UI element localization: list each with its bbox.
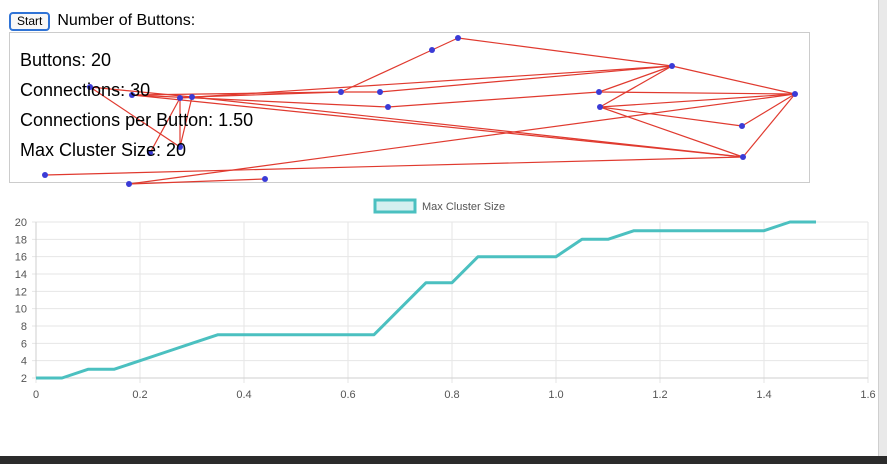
button-node[interactable]: [429, 47, 435, 53]
connection-edge: [599, 93, 796, 108]
connection-edge: [89, 86, 181, 148]
chart-legend[interactable]: Max Cluster Size: [373, 198, 505, 214]
button-node[interactable]: [129, 92, 135, 98]
x-tick-label: 1.2: [652, 389, 667, 401]
network-graph: [42, 35, 798, 187]
x-tick-label: 0.4: [236, 389, 251, 401]
button-node[interactable]: [385, 104, 391, 110]
network-edges: [44, 37, 796, 185]
connection-edge: [599, 106, 743, 127]
x-tick-label: 1.4: [756, 389, 771, 401]
x-tick-label: 0: [33, 389, 39, 401]
stat-connections: Connections: 30: [20, 80, 151, 100]
connection-edge: [128, 93, 796, 185]
connection-edge: [599, 106, 744, 158]
window-edge: [878, 0, 887, 464]
connection-edge: [44, 156, 744, 176]
connection-edge: [741, 93, 796, 127]
x-tick-label: 0.2: [132, 389, 147, 401]
x-tick-label: 1.0: [548, 389, 563, 401]
button-node[interactable]: [262, 176, 268, 182]
max-cluster-chart: 2 4 6 8 10 12 14 16 18 20 0 0.2 0.4 0.6 0.8 1.0 1.2 1.4 1.…: [15, 198, 876, 401]
x-tick-label: 1.6: [860, 389, 875, 401]
button-node[interactable]: [87, 84, 93, 90]
connection-edge: [128, 178, 266, 185]
connection-edge: [457, 37, 673, 67]
connection-edge: [671, 65, 796, 95]
button-node[interactable]: [338, 89, 344, 95]
button-node[interactable]: [597, 104, 603, 110]
stats-panel: Buttons: 20 Connections: 30 Connections …: [20, 45, 253, 165]
simulation-panel: Buttons: 20 Connections: 30 Connections …: [9, 32, 810, 187]
chart-grid: [32, 221, 869, 383]
button-node[interactable]: [739, 123, 745, 129]
button-node[interactable]: [596, 89, 602, 95]
connection-edge: [431, 37, 459, 51]
connection-edge: [742, 93, 796, 158]
controls-bar: Start Number of Buttons:: [9, 11, 195, 31]
button-node[interactable]: [740, 154, 746, 160]
button-node[interactable]: [42, 172, 48, 178]
y-tick-label: 6: [21, 338, 27, 350]
y-tick-label: 10: [15, 304, 27, 316]
series-line-max-cluster-size: [36, 220, 816, 380]
button-node[interactable]: [377, 89, 383, 95]
stat-buttons: Buttons: 20: [20, 50, 112, 70]
y-tick-label: 14: [15, 269, 27, 281]
stat-max-cluster-size: Max Cluster Size: 20: [20, 140, 187, 160]
connection-edge: [599, 65, 673, 108]
button-node[interactable]: [147, 150, 153, 156]
y-tick-label: 12: [15, 286, 27, 298]
y-tick-label: 4: [21, 356, 27, 368]
bottom-edge: [0, 456, 887, 464]
stat-connections-per-button: Connections per Button: 1.50: [20, 110, 254, 130]
connection-edge: [89, 86, 193, 98]
y-tick-label: 20: [15, 217, 27, 229]
button-node[interactable]: [669, 63, 675, 69]
y-tick-label: 18: [15, 234, 27, 246]
legend-swatch: [373, 198, 417, 214]
connection-edge: [379, 65, 673, 93]
y-tick-label: 8: [21, 321, 27, 333]
connection-edge: [191, 96, 744, 158]
connection-edge: [387, 91, 600, 108]
number-of-buttons-label: Number of Buttons:: [57, 12, 196, 29]
y-tick-label: 2: [21, 373, 27, 385]
legend-label: Max Cluster Size: [422, 201, 505, 213]
button-node[interactable]: [455, 35, 461, 41]
connection-edge: [149, 97, 181, 154]
x-tick-label: 0.6: [340, 389, 355, 401]
button-node[interactable]: [177, 95, 183, 101]
connection-edge: [131, 94, 389, 108]
button-node[interactable]: [189, 94, 195, 100]
connection-edge: [598, 65, 673, 93]
button-node[interactable]: [126, 181, 132, 187]
button-node[interactable]: [792, 91, 798, 97]
connection-edge: [131, 94, 744, 158]
network-nodes: [42, 35, 798, 187]
connection-edge: [340, 49, 433, 93]
y-tick-label: 16: [15, 252, 27, 264]
connection-edge: [179, 96, 193, 148]
x-tick-label: 0.8: [444, 389, 459, 401]
connection-edge: [598, 91, 796, 95]
button-node[interactable]: [177, 144, 183, 150]
start-button[interactable]: Start: [9, 11, 51, 31]
